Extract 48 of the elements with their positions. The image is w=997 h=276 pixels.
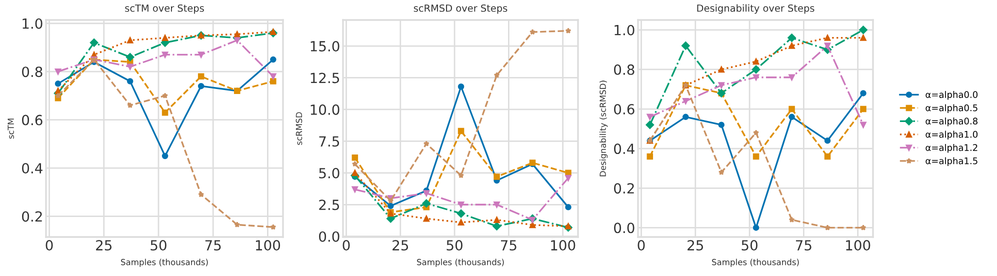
x-tick-label: 50 xyxy=(742,240,758,251)
x-tick-label: 50 xyxy=(150,240,166,251)
y-tick-label: 0.4 xyxy=(614,144,634,154)
x-tick-label: 25 xyxy=(688,240,704,251)
y-tick-label: 1.0 xyxy=(22,18,42,29)
y-axis-title: scRMSD xyxy=(296,112,302,145)
y-tick-label: 0.2 xyxy=(22,211,42,222)
legend-label: α=alpha1.0 xyxy=(926,130,978,140)
x-tick-label: 100 xyxy=(256,240,280,251)
legend-label: α=alpha0.8 xyxy=(926,118,978,126)
y-tick-label: 15.0 xyxy=(310,40,340,52)
x-axis-title: Samples (thousands) xyxy=(121,258,208,267)
legend-label: α=alpha1.5 xyxy=(926,157,978,166)
chart-title: scTM over Steps xyxy=(125,4,204,14)
chart-title: Designability over Steps xyxy=(697,4,814,14)
y-tick-label: 0.6 xyxy=(22,114,42,126)
x-tick-label: 75 xyxy=(500,240,516,251)
x-tick-label: 0 xyxy=(638,240,645,251)
y-tick-label: 0.2 xyxy=(614,183,634,194)
x-tick-label: 100 xyxy=(551,240,576,251)
legend-label: α=alpha1.2 xyxy=(926,144,978,153)
x-tick-label: 50 xyxy=(446,240,462,251)
x-tick-label: 75 xyxy=(796,240,812,251)
y-tick-label: 0.8 xyxy=(22,66,42,78)
x-tick-label: 25 xyxy=(392,240,408,251)
y-axis-title: Designability (scRMSD) xyxy=(600,80,608,176)
legend-label: α=alpha0.0 xyxy=(926,91,978,100)
y-tick-label: 0.8 xyxy=(614,64,634,75)
chart-title: scRMSD over Steps xyxy=(414,4,508,14)
y-tick-label: 2.5 xyxy=(319,200,340,210)
x-tick-label: 75 xyxy=(205,240,221,251)
x-tick-label: 0 xyxy=(342,240,350,251)
x-tick-label: 0 xyxy=(46,240,53,251)
y-axis-title: scTM xyxy=(8,118,14,139)
x-tick-label: 100 xyxy=(846,240,870,251)
y-tick-label: 0.0 xyxy=(319,231,340,242)
y-tick-label: 0.6 xyxy=(614,104,634,114)
y-tick-label: 10.0 xyxy=(310,104,340,115)
x-axis-title: Samples (thousands) xyxy=(712,258,799,267)
y-tick-label: 5.0 xyxy=(319,168,340,178)
y-tick-label: 7.5 xyxy=(319,136,340,147)
legend-label: α=alpha0.5 xyxy=(926,104,978,113)
y-tick-label: 12.5 xyxy=(310,72,340,84)
x-tick-label: 25 xyxy=(96,240,112,251)
x-axis-title: Samples (thousands) xyxy=(417,258,504,267)
y-tick-label: 0.0 xyxy=(614,222,634,234)
y-tick-label: 0.4 xyxy=(22,163,42,174)
y-tick-label: 1.0 xyxy=(614,24,634,36)
